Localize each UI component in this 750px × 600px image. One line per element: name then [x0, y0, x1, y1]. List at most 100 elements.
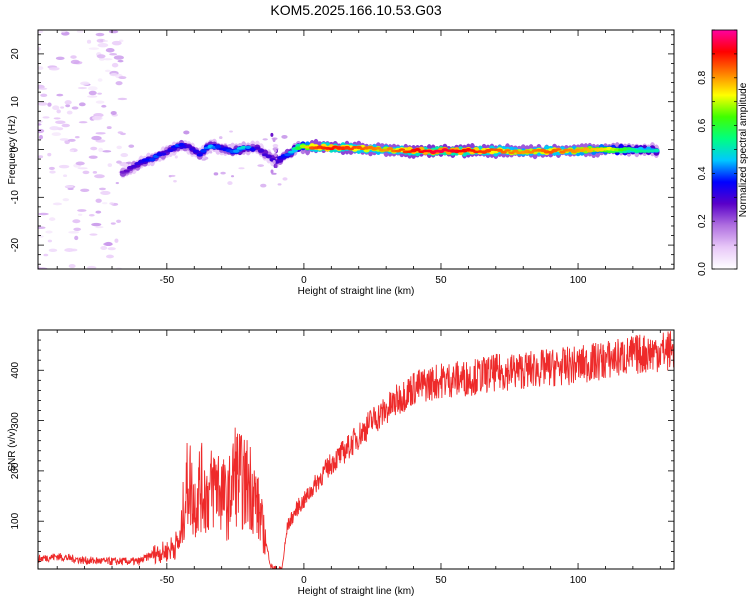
heatmap-cell: [527, 150, 535, 154]
heatmap-speck: [98, 147, 104, 153]
heatmap-speck: [70, 55, 77, 59]
heatmap-speck: [109, 72, 118, 77]
x-tick-label: 0: [301, 575, 307, 586]
heatmap-cell: [200, 148, 207, 153]
heatmap-speck: [40, 93, 48, 98]
heatmap-speck: [101, 104, 107, 108]
x-tick-label: 100: [570, 275, 587, 286]
heatmap-speck: [272, 143, 279, 148]
heatmap-speck: [209, 150, 213, 154]
heatmap-speck: [116, 219, 122, 223]
heatmap-speck: [47, 239, 53, 243]
heatmap-speck: [92, 170, 98, 174]
heatmap-speck: [272, 160, 276, 165]
heatmap-cell: [159, 152, 167, 156]
snr-ylabel: SNR (v/v): [7, 428, 18, 471]
heatmap-speck: [38, 134, 43, 140]
heatmap-speck: [62, 198, 70, 202]
spectrogram-ticks: -50 0 50 100 -20 -10 0 10 20: [10, 30, 674, 286]
heatmap-speck: [110, 222, 116, 225]
heatmap-speck: [113, 55, 124, 60]
heatmap-speck: [95, 32, 105, 37]
heatmap-speck: [72, 219, 81, 224]
heatmap-speck: [107, 163, 113, 167]
heatmap-speck: [107, 247, 116, 251]
heatmap-speck: [78, 102, 86, 107]
heatmap-speck: [65, 104, 71, 108]
heatmap-speck: [174, 155, 178, 159]
heatmap-speck: [95, 198, 102, 203]
heatmap-speck: [77, 87, 88, 90]
heatmap-speck: [68, 231, 80, 234]
snr-panel: -50 0 50 100 100 200 300 400 Height of straight…: [7, 329, 675, 597]
heatmap-speck: [38, 30, 44, 34]
heatmap-speck: [102, 40, 109, 43]
heatmap-speck: [73, 227, 82, 232]
heatmap-speck: [68, 138, 76, 142]
heatmap-speck: [48, 166, 55, 170]
heatmap-speck: [87, 86, 98, 91]
heatmap-cell: [254, 146, 261, 150]
heatmap-speck: [272, 137, 276, 142]
heatmap-cell: [504, 149, 511, 152]
heatmap-speck: [102, 58, 113, 61]
heatmap-speck: [64, 100, 72, 105]
heatmap-cell: [375, 147, 382, 150]
spectrogram-ylabel: Frequency (Hz): [7, 116, 18, 185]
heatmap-speck: [88, 213, 95, 217]
heatmap-speck: [94, 174, 105, 179]
heatmap-speck: [96, 54, 106, 59]
heatmap-cell: [295, 146, 302, 151]
heatmap-speck: [111, 40, 122, 46]
colorbar-ticks: 0.0 0.2 0.4 0.6 0.8: [697, 29, 737, 276]
heatmap-speck: [116, 160, 122, 164]
heatmap-cell: [653, 148, 660, 153]
y-tick-label: 0: [10, 146, 21, 152]
heatmap-speck: [95, 100, 105, 104]
heatmap-speck: [282, 177, 288, 181]
heatmap-speck: [38, 226, 46, 230]
heatmap-speck: [66, 110, 73, 115]
heatmap-speck: [116, 145, 122, 150]
heatmap-speck: [58, 164, 70, 169]
heatmap-cell: [196, 153, 203, 157]
heatmap-speck: [64, 185, 74, 188]
heatmap-cell: [284, 153, 291, 157]
heatmap-cell: [185, 144, 192, 148]
heatmap-speck: [68, 264, 76, 269]
heatmap-speck: [97, 42, 109, 48]
heatmap-cell: [414, 147, 421, 152]
heatmap-speck: [82, 170, 90, 175]
heatmap-speck: [270, 169, 274, 174]
heatmap-speck: [78, 121, 88, 124]
x-tick-label: 50: [435, 275, 447, 286]
heatmap-speck: [97, 92, 102, 95]
heatmap-speck: [80, 188, 90, 193]
heatmap-cell: [167, 148, 174, 153]
heatmap-speck: [104, 241, 113, 247]
y-tick-label: -10: [10, 190, 21, 205]
heatmap-speck: [230, 175, 235, 178]
heatmap-cell: [265, 154, 273, 159]
heatmap-speck: [274, 152, 278, 157]
heatmap-speck: [59, 138, 69, 141]
heatmap-cell: [189, 147, 196, 151]
heatmap-speck: [77, 167, 88, 170]
heatmap-cell: [287, 150, 295, 154]
heatmap-speck: [109, 202, 115, 205]
snr-marks: [38, 331, 674, 569]
colorbar-tick-label: 0.4: [697, 166, 708, 180]
heatmap-speck: [63, 174, 68, 177]
heatmap-speck: [48, 67, 60, 71]
heatmap-speck: [97, 78, 103, 82]
heatmap-cell: [555, 148, 562, 151]
heatmap-speck: [78, 213, 83, 216]
heatmap-speck: [92, 115, 103, 121]
heatmap-speck: [262, 138, 268, 141]
y-tick-label: 300: [10, 412, 21, 429]
heatmap-speck: [105, 47, 115, 53]
colorbar-bar: [711, 29, 738, 270]
heatmap-speck: [89, 233, 98, 236]
heatmap-speck: [183, 130, 190, 135]
